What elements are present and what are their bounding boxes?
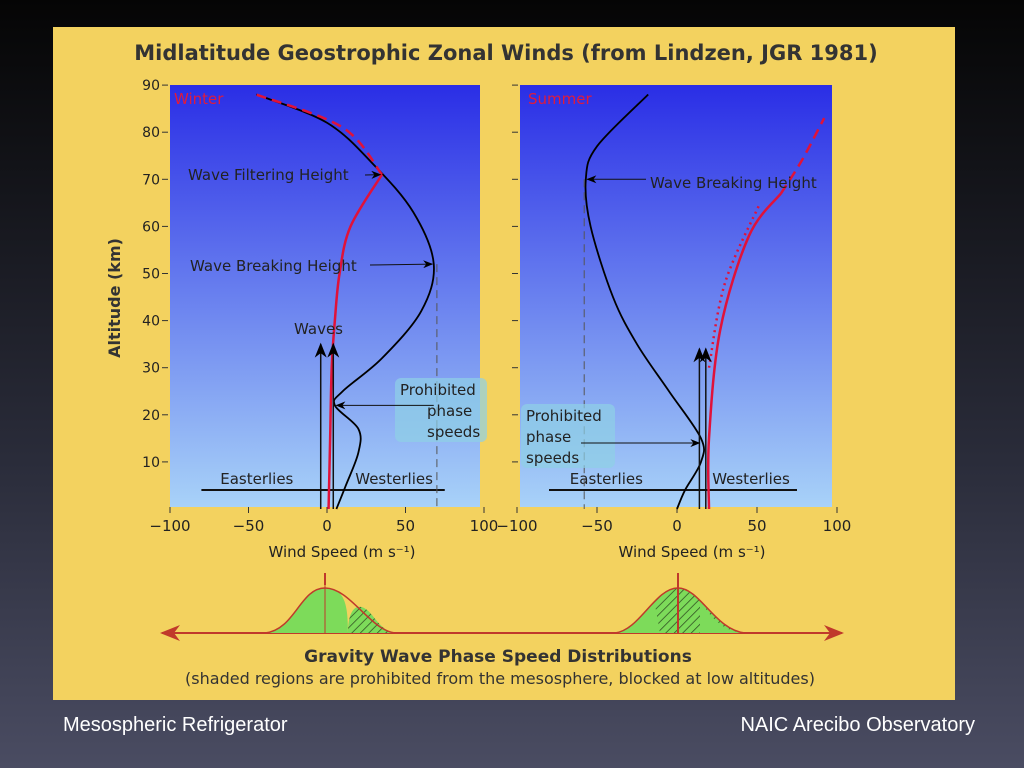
westerlies-label: Westerlies: [355, 470, 433, 488]
prohibited-label: phase: [427, 402, 472, 420]
prohibited-box: [521, 404, 615, 468]
prohibited-label: Prohibited: [400, 381, 476, 399]
distribution-subtitle: (shaded regions are prohibited from the …: [185, 669, 815, 688]
y-tick-label: 80: [142, 125, 160, 141]
plot-area: [170, 85, 480, 507]
x-tick-label: −50: [233, 517, 265, 535]
wave-profile: [706, 192, 782, 510]
prohibited-label: phase: [526, 428, 571, 446]
prohibited-label: speeds: [427, 423, 480, 441]
footer-right: NAIC Arecibo Observatory: [740, 714, 975, 736]
x-tick-label: 0: [672, 517, 682, 535]
footer-left: Mesospheric Refrigerator: [63, 714, 288, 736]
x-tick-label: 0: [322, 517, 332, 535]
season-label: Summer: [528, 90, 592, 108]
waves-label: Waves: [294, 320, 343, 338]
y-tick-label: 90: [142, 78, 160, 94]
x-tick-label: −100: [149, 517, 190, 535]
prohibited-label: Prohibited: [526, 407, 602, 425]
x-tick-label: 50: [747, 517, 766, 535]
westerlies-label: Westerlies: [712, 470, 790, 488]
season-label: Winter: [174, 90, 224, 108]
easterlies-label: Easterlies: [220, 470, 293, 488]
wave-profile: [327, 173, 384, 510]
x-tick-label: −50: [581, 517, 613, 535]
easterlies-label: Easterlies: [570, 470, 643, 488]
wave-profile-dashed: [779, 117, 826, 195]
y-tick-label: 60: [142, 219, 160, 235]
x-axis-label: Wind Speed (m s⁻¹): [618, 543, 765, 561]
breaking-label: Wave Breaking Height: [650, 174, 817, 192]
wave-profile-dotted: [707, 202, 762, 368]
wind-profile: [584, 93, 705, 510]
y-tick-label: 30: [142, 361, 160, 377]
y-tick-label: 20: [142, 408, 160, 424]
plots: 90 80 70 60 50 40 30 20 10 −100 −50 0 50 100 Wind Spee…: [142, 78, 851, 561]
breaking-label: Wave Breaking Height: [190, 257, 357, 275]
wave-profile-dashed: [255, 93, 383, 176]
prohibited-box: [395, 378, 487, 442]
y-tick-label: 50: [142, 267, 160, 283]
arrow: [369, 260, 434, 269]
x-tick-label: 100: [470, 517, 499, 535]
prohibited-label: speeds: [526, 449, 579, 467]
wind-profile: [256, 93, 435, 510]
y-tick-label: 10: [142, 455, 160, 471]
distributions: [160, 573, 844, 641]
y-tick-label: 70: [142, 172, 160, 188]
y-tick-label: 40: [142, 314, 160, 330]
x-tick-label: 50: [396, 517, 415, 535]
figure-title: Midlatitude Geostrophic Zonal Winds (fro…: [134, 41, 877, 65]
x-axis-label: Wind Speed (m s⁻¹): [268, 543, 415, 561]
distribution-title: Gravity Wave Phase Speed Distributions: [304, 647, 692, 667]
y-axis-label: Altitude (km): [105, 238, 124, 358]
x-tick-label: 100: [823, 517, 852, 535]
filtering-label: Wave Filtering Height: [188, 166, 349, 184]
x-tick-label: −100: [496, 517, 537, 535]
